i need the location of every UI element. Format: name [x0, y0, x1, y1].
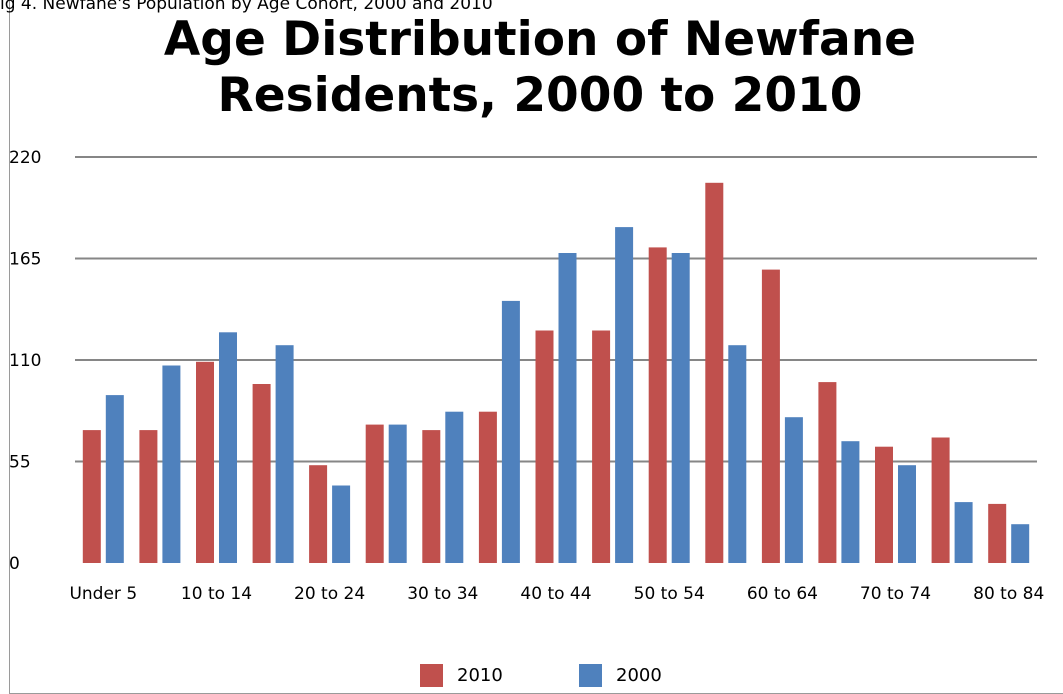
figure-caption: ig 4. Newfane's Population by Age Cohort… — [0, 0, 493, 14]
bar-2000-80-to-84 — [1011, 524, 1030, 563]
y-axis-ticks: 0 55 110 165 220 — [9, 148, 41, 574]
bar-2000-35-to-39 — [501, 300, 520, 563]
bar-2010-65-to-69 — [818, 382, 837, 563]
legend: 2010 2000 — [0, 664, 1063, 694]
bar-2000-65-to-69 — [841, 441, 860, 563]
bar-2010-30-to-34 — [422, 430, 441, 563]
y-tick-label-110: 110 — [9, 351, 41, 371]
legend-label-2000: 2000 — [616, 665, 662, 686]
x-tick-label-40-to-44: 40 to 44 — [520, 584, 591, 604]
bar-2000-25-to-29 — [388, 424, 407, 563]
x-tick-label-20-to-24: 20 to 24 — [294, 584, 365, 604]
legend-swatch-2010 — [420, 664, 443, 687]
x-tick-label-50-to-54: 50 to 54 — [634, 584, 705, 604]
x-tick-label-70-to-74: 70 to 74 — [860, 584, 931, 604]
bar-2000-under-5 — [105, 395, 124, 563]
bar-2010-under-5 — [82, 430, 101, 563]
bars — [82, 182, 1030, 564]
y-tick-label-0: 0 — [9, 554, 20, 574]
x-axis-ticks: Under 5 10 to 14 20 to 24 30 to 34 40 to 44 5… — [69, 584, 1044, 604]
bar-2010-50-to-54 — [648, 247, 667, 563]
bar-2010-40-to-44 — [535, 330, 554, 563]
x-tick-label-60-to-64: 60 to 64 — [747, 584, 818, 604]
bar-2010-5-to-9 — [139, 430, 158, 563]
y-tick-label-55: 55 — [9, 453, 31, 473]
bar-2000-60-to-64 — [784, 417, 803, 563]
bar-2010-25-to-29 — [365, 424, 384, 563]
x-tick-label-30-to-34: 30 to 34 — [407, 584, 478, 604]
x-tick-label-10-to-14: 10 to 14 — [181, 584, 252, 604]
legend-item-2000: 2000 — [579, 664, 662, 687]
bar-2000-10-to-14 — [219, 332, 237, 563]
bar-2000-55-to-59 — [728, 345, 747, 563]
bar-2010-60-to-64 — [761, 269, 780, 563]
legend-swatch-2000 — [579, 664, 602, 687]
bar-2010-35-to-39 — [478, 411, 497, 563]
bar-2010-80-to-84 — [988, 503, 1007, 563]
y-tick-label-165: 165 — [9, 250, 41, 270]
legend-label-2010: 2010 — [457, 665, 503, 686]
bar-2000-30-to-34 — [445, 411, 464, 563]
bar-2010-10-to-14 — [196, 361, 214, 563]
bar-2010-55-to-59 — [705, 182, 724, 564]
chart-title: Age Distribution of Newfane Residents, 2… — [163, 12, 917, 123]
bar-2010-20-to-24 — [309, 465, 328, 563]
legend-item-2010: 2010 — [420, 664, 503, 687]
bar-2010-15-to-19 — [252, 384, 271, 563]
bar-2010-75-to-79 — [931, 437, 950, 563]
y-tick-label-220: 220 — [9, 148, 41, 168]
bar-2000-5-to-9 — [162, 365, 181, 563]
x-tick-label-80-to-84: 80 to 84 — [973, 584, 1044, 604]
bar-2000-40-to-44 — [558, 253, 577, 563]
bar-2000-70-to-74 — [898, 465, 916, 563]
x-tick-label-under-5: Under 5 — [69, 584, 137, 604]
bar-2010-70-to-74 — [875, 446, 893, 563]
bar-2000-15-to-19 — [275, 345, 294, 563]
bar-2000-50-to-54 — [671, 253, 690, 563]
bar-2000-45-to-49 — [615, 227, 634, 563]
bar-2000-75-to-79 — [954, 502, 973, 563]
bar-2000-20-to-24 — [332, 485, 351, 563]
bar-2010-45-to-49 — [592, 330, 611, 563]
